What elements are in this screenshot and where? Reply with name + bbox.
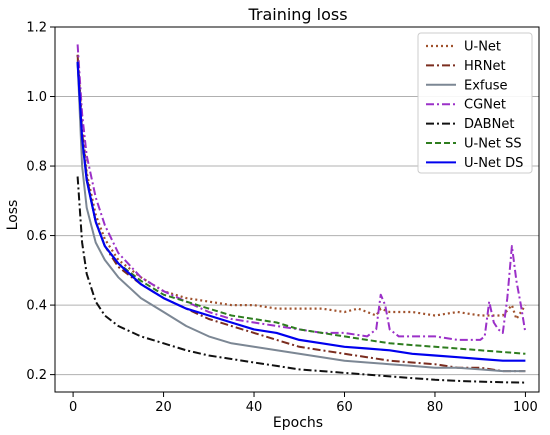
series-line-dabnet (76, 176, 526, 384)
legend-label: DABNet (464, 117, 514, 132)
legend-label: U-Net (464, 40, 501, 55)
legend-label: U-Net DS (464, 156, 523, 171)
x-tick-label: 60 (336, 400, 353, 415)
y-tick-label: 0.8 (26, 160, 47, 175)
series-line-cgnet (76, 44, 527, 341)
legend-label: U-Net SS (464, 137, 522, 152)
series-line-exfuse (76, 61, 526, 373)
legend-label: HRNet (464, 59, 506, 74)
x-tick-label: 80 (427, 400, 444, 415)
series-line-u-net-ds (76, 61, 526, 362)
chart-title: Training loss (247, 5, 347, 24)
y-tick-label: 0.6 (26, 229, 47, 244)
series-lines (76, 44, 527, 384)
y-axis-title: Loss (5, 200, 21, 231)
axis-ticks: 0.2 0.4 0.6 0.8 1.0 1.2 0 20 40 60 80 100 (26, 21, 538, 416)
y-tick-label: 0.4 (26, 299, 47, 314)
y-tick-label: 0.2 (26, 368, 47, 383)
legend: U-Net HRNet Exfuse CGNet DABNet U-Net SS U-Net… (417, 32, 533, 174)
x-tick-label: 20 (155, 400, 172, 415)
x-tick-label: 40 (246, 400, 263, 415)
x-tick-label: 0 (69, 400, 77, 415)
y-tick-label: 1.0 (26, 90, 47, 105)
x-tick-label: 100 (513, 400, 538, 415)
y-tick-label: 1.2 (26, 21, 47, 36)
legend-box (417, 32, 533, 174)
plot-frame (54, 26, 540, 393)
x-axis-title: Epochs (273, 415, 323, 431)
legend-label: CGNet (464, 98, 506, 113)
legend-label: Exfuse (464, 78, 508, 93)
